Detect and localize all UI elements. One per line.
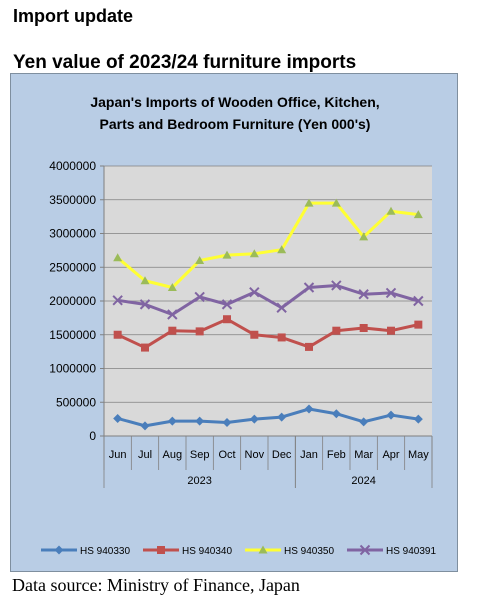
- data-point: [331, 409, 341, 419]
- legend-label: HS 940330: [80, 546, 130, 557]
- series-line-hs-940340: [117, 317, 419, 350]
- x-tick-label: Jun: [109, 449, 127, 461]
- y-tick-label: 2500000: [49, 260, 96, 274]
- data-point: [305, 342, 313, 351]
- legend-label: HS 940340: [182, 546, 232, 557]
- chart-area: Japan's Imports of Wooden Office, Kitche…: [10, 73, 458, 572]
- legend-marker: [54, 545, 64, 555]
- data-point: [167, 309, 178, 320]
- data-point: [304, 198, 314, 207]
- data-point: [167, 416, 177, 426]
- page-heading: Import update: [13, 6, 133, 26]
- data-point: [331, 280, 342, 291]
- data-point: [359, 324, 368, 332]
- data-point: [249, 249, 259, 258]
- legend-marker: [359, 544, 371, 556]
- data-point: [359, 232, 369, 241]
- data-point: [194, 291, 205, 303]
- y-tick-label: 1500000: [49, 328, 96, 342]
- data-point: [413, 210, 423, 219]
- data-point: [140, 276, 150, 285]
- data-point: [413, 295, 424, 307]
- x-tick-label: Dec: [272, 449, 292, 461]
- data-point: [140, 421, 150, 431]
- y-tick-label: 0: [89, 429, 96, 443]
- data-point: [223, 315, 231, 324]
- data-point: [167, 283, 177, 291]
- series-line-hs-940330: [117, 407, 419, 428]
- x-group-label: 2023: [187, 475, 211, 487]
- legend-marker: [157, 546, 165, 554]
- legend-marker: [258, 545, 268, 554]
- data-point: [168, 326, 177, 335]
- data-point: [222, 250, 232, 259]
- x-tick-label: Mar: [354, 449, 373, 461]
- data-point: [195, 256, 205, 264]
- series-line-hs-940391: [117, 283, 419, 316]
- x-tick-label: Jan: [300, 449, 318, 461]
- legend-label: HS 940350: [284, 546, 334, 557]
- y-tick-label: 2000000: [49, 294, 96, 308]
- y-tick-label: 4000000: [49, 159, 96, 173]
- line-chart: Japan's Imports of Wooden Office, Kitche…: [41, 94, 436, 557]
- legend-label: HS 940391: [386, 546, 436, 557]
- data-point: [385, 287, 397, 299]
- data-point: [113, 413, 123, 423]
- data-point: [332, 326, 341, 335]
- data-point: [221, 299, 233, 310]
- data-point: [249, 414, 259, 424]
- series-line-hs-940350: [116, 201, 419, 289]
- data-point: [359, 417, 369, 427]
- x-tick-label: May: [408, 449, 429, 461]
- data-point: [113, 253, 123, 262]
- data-point: [139, 299, 151, 310]
- data-point: [387, 326, 395, 335]
- x-tick-label: Jul: [138, 449, 152, 461]
- data-point: [277, 333, 286, 342]
- y-tick-label: 1000000: [49, 362, 96, 376]
- y-tick-label: 3000000: [49, 227, 96, 241]
- x-tick-label: Sep: [190, 449, 210, 461]
- x-tick-label: Aug: [163, 449, 183, 461]
- y-tick-label: 500000: [56, 395, 96, 409]
- data-point: [386, 410, 396, 420]
- data-point: [331, 198, 341, 207]
- data-point: [414, 320, 423, 329]
- chart-title-line: Japan's Imports of Wooden Office, Kitche…: [90, 94, 379, 110]
- x-tick-label: Nov: [245, 449, 265, 461]
- x-group-label: 2024: [351, 475, 375, 487]
- y-tick-label: 3500000: [49, 193, 96, 207]
- x-tick-label: Apr: [382, 449, 399, 461]
- data-point: [277, 245, 287, 254]
- data-point: [195, 327, 204, 336]
- data-point: [358, 289, 369, 300]
- x-tick-label: Oct: [218, 449, 235, 461]
- x-tick-label: Feb: [327, 449, 346, 461]
- data-point: [304, 404, 314, 414]
- chart-title-line: Parts and Bedroom Furniture (Yen 000's): [100, 116, 371, 132]
- data-point: [112, 295, 123, 306]
- data-point: [250, 330, 259, 339]
- page-subheading: Yen value of 2023/24 furniture imports: [13, 52, 357, 73]
- data-point: [386, 206, 396, 215]
- data-point: [195, 416, 205, 426]
- data-source-note: Data source: Ministry of Finance, Japan: [12, 575, 300, 595]
- data-point: [303, 282, 315, 293]
- data-point: [277, 412, 287, 422]
- data-point: [249, 287, 260, 298]
- data-point: [413, 414, 423, 424]
- data-point: [141, 343, 149, 352]
- data-point: [276, 302, 287, 313]
- data-point: [113, 330, 122, 339]
- data-point: [222, 418, 232, 427]
